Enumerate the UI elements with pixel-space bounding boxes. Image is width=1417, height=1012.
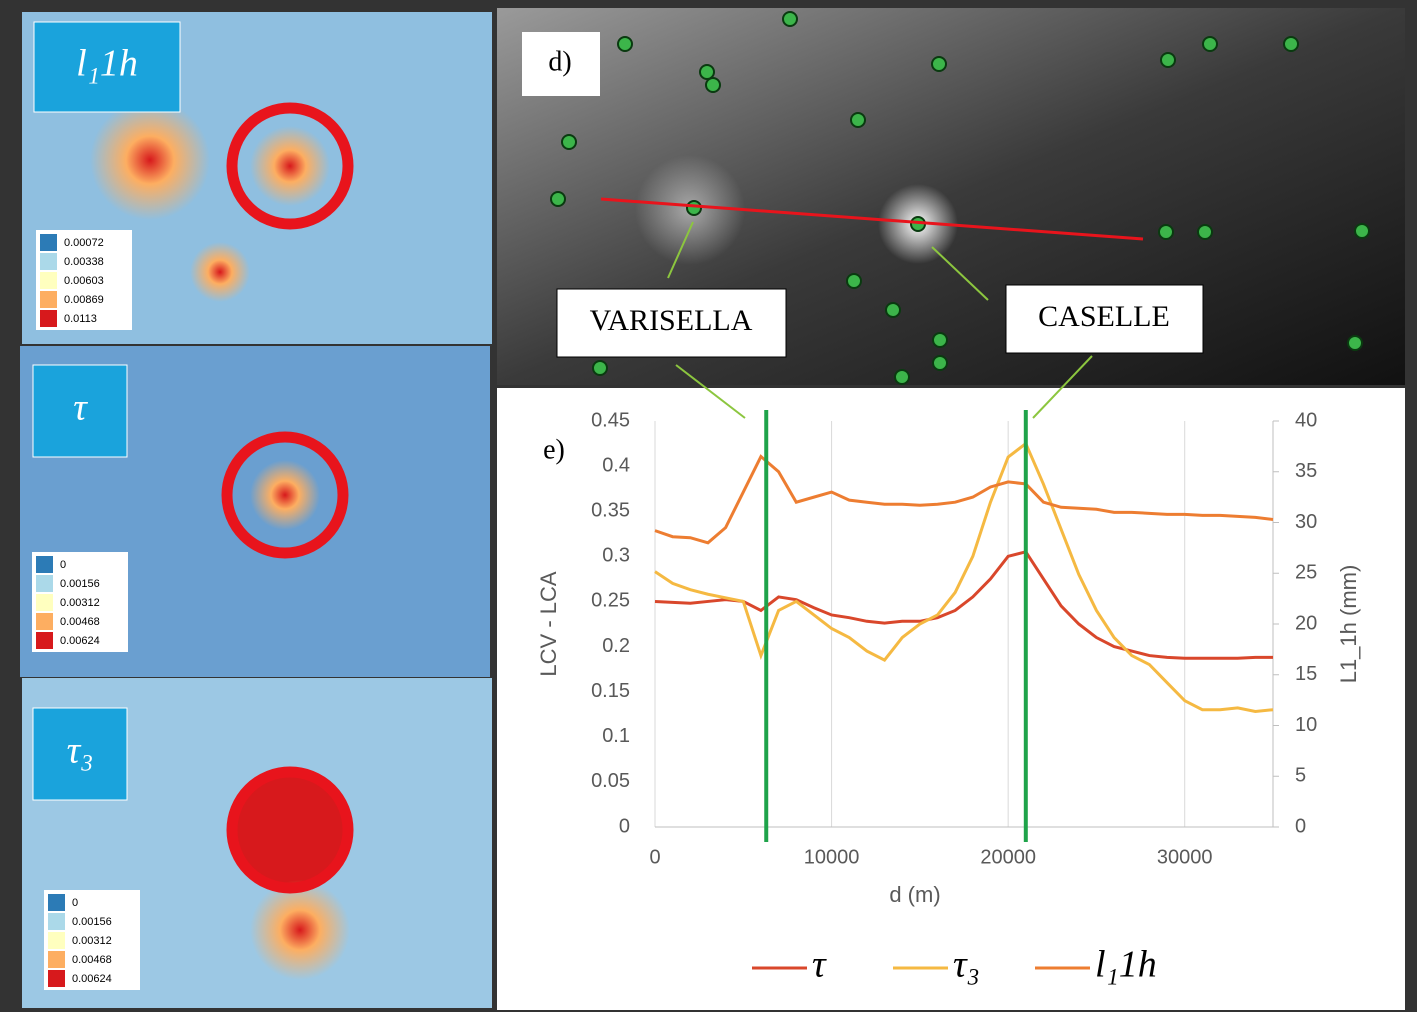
map-label: l₁1h	[76, 43, 138, 85]
y-tick-label: 0	[619, 815, 630, 837]
highlight-circle	[221, 431, 349, 559]
series-line	[654, 441, 1274, 714]
station-box	[1005, 284, 1204, 354]
highlight-circle	[226, 766, 354, 894]
series-line	[654, 550, 1273, 660]
legend-label: l₁1h	[1095, 944, 1157, 986]
station-name: CASELLE	[1038, 300, 1170, 333]
y-tick-label: 0.1	[602, 725, 630, 747]
x-tick-label: 10000	[804, 846, 860, 868]
panel-label: e)	[543, 434, 565, 465]
hotspot	[250, 126, 330, 206]
legend-value: 0.00869	[64, 294, 104, 306]
legend-label: τ₃	[953, 944, 980, 986]
y2-axis-title: L1_1h (mm)	[1336, 565, 1361, 684]
x-tick-label: 0	[649, 846, 660, 868]
legend-swatch	[48, 894, 65, 911]
y-tick-label: 0.3	[602, 545, 630, 567]
y-tick-label: 0.25	[591, 590, 630, 612]
y2-tick-label: 10	[1295, 714, 1317, 736]
station-box	[556, 288, 787, 358]
legend-swatch	[40, 253, 57, 270]
y2-tick-label: 30	[1295, 511, 1317, 533]
y-tick-label: 0.4	[602, 454, 630, 476]
legend-value: 0.00312	[60, 597, 100, 609]
map-label: τ	[73, 387, 88, 429]
hotspot	[90, 100, 210, 220]
legend-value: 0.00156	[72, 916, 112, 928]
legend-swatch	[48, 913, 65, 930]
x-tick-label: 30000	[1157, 846, 1213, 868]
legend-swatch	[40, 272, 57, 289]
map-label-box	[32, 707, 128, 801]
legend-label: τ	[812, 944, 827, 986]
legend-swatch	[40, 291, 57, 308]
highlight-circle	[226, 102, 354, 230]
legend-swatch	[48, 951, 65, 968]
legend-value: 0.00468	[60, 616, 100, 628]
legend-swatch	[36, 556, 53, 573]
legend-value: 0.00603	[64, 275, 104, 287]
y2-tick-label: 40	[1295, 409, 1317, 431]
legend-value: 0	[60, 559, 66, 571]
legend-value: 0.00072	[64, 237, 104, 249]
chart-bg	[497, 388, 1405, 1010]
hotspot	[250, 460, 320, 530]
legend-value: 0.00312	[72, 935, 112, 947]
legend-swatch	[48, 970, 65, 987]
y-tick-label: 0.15	[591, 680, 630, 702]
hotspot	[250, 880, 350, 980]
y-axis-title: LCV - LCA	[536, 571, 561, 676]
y2-tick-label: 20	[1295, 612, 1317, 634]
hotspot	[190, 242, 250, 302]
map-label-box	[32, 364, 128, 458]
legend-value: 0.00624	[72, 973, 112, 985]
y2-tick-label: 25	[1295, 562, 1317, 584]
legend-value: 0	[72, 897, 78, 909]
legend-swatch	[36, 575, 53, 592]
x-tick-label: 20000	[980, 846, 1036, 868]
legend-value: 0.00624	[60, 635, 100, 647]
legend-swatch	[36, 613, 53, 630]
map-label-box	[33, 21, 181, 113]
profile-line	[600, 197, 1144, 241]
y2-tick-label: 5	[1295, 765, 1306, 787]
legend-value: 0.0113	[64, 313, 97, 325]
y-tick-label: 0.45	[591, 409, 630, 431]
legend-value: 0.00338	[64, 256, 104, 268]
y2-tick-label: 0	[1295, 815, 1306, 837]
legend-swatch	[48, 932, 65, 949]
legend-value: 0.00468	[72, 954, 112, 966]
stations	[550, 11, 1370, 385]
label-box	[522, 32, 600, 96]
hotspot	[228, 768, 352, 892]
y2-tick-label: 15	[1295, 663, 1317, 685]
y-tick-label: 0.35	[591, 500, 630, 522]
arrows	[667, 221, 1093, 419]
panel-label: d)	[548, 46, 571, 77]
station-name: VARISELLA	[590, 304, 753, 337]
legend-value: 0.00156	[60, 578, 100, 590]
legend-swatch	[36, 594, 53, 611]
map-label: τ₃	[67, 730, 94, 772]
legend-swatch	[36, 632, 53, 649]
legend-swatch	[40, 234, 57, 251]
y-tick-label: 0.05	[591, 770, 630, 792]
y2-tick-label: 35	[1295, 460, 1317, 482]
y-tick-label: 0.2	[602, 635, 630, 657]
x-axis-title: d (m)	[889, 882, 940, 907]
legend-swatch	[40, 310, 57, 327]
series-line	[654, 454, 1274, 545]
